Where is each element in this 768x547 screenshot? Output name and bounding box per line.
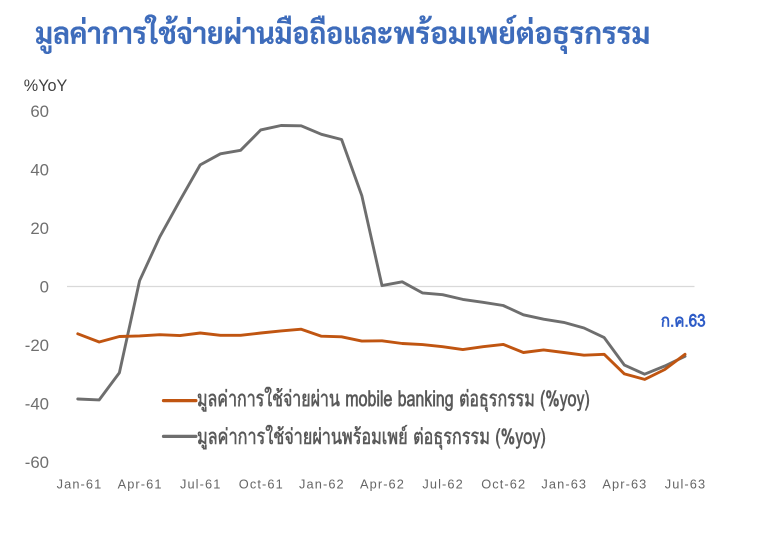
svg-text:40: 40 <box>30 161 49 180</box>
svg-text:60: 60 <box>30 102 49 121</box>
svg-text:-20: -20 <box>25 336 49 355</box>
svg-text:Jul-62: Jul-62 <box>422 476 463 491</box>
svg-text:-60: -60 <box>25 453 49 472</box>
svg-text:0: 0 <box>40 278 49 297</box>
svg-text:%YoY: %YoY <box>24 77 68 95</box>
svg-text:Jan-62: Jan-62 <box>299 476 345 491</box>
svg-text:Jan-63: Jan-63 <box>541 476 587 491</box>
svg-text:-40: -40 <box>25 394 49 413</box>
svg-text:Oct-61: Oct-61 <box>239 476 284 491</box>
svg-text:Apr-63: Apr-63 <box>602 476 647 491</box>
svg-text:Apr-62: Apr-62 <box>360 476 405 491</box>
svg-text:Jan-61: Jan-61 <box>57 476 103 491</box>
svg-text:Apr-61: Apr-61 <box>118 476 163 491</box>
svg-text:Oct-62: Oct-62 <box>481 476 526 491</box>
svg-text:Jul-61: Jul-61 <box>180 476 221 491</box>
svg-text:20: 20 <box>30 219 49 238</box>
svg-text:Jul-63: Jul-63 <box>665 476 706 491</box>
